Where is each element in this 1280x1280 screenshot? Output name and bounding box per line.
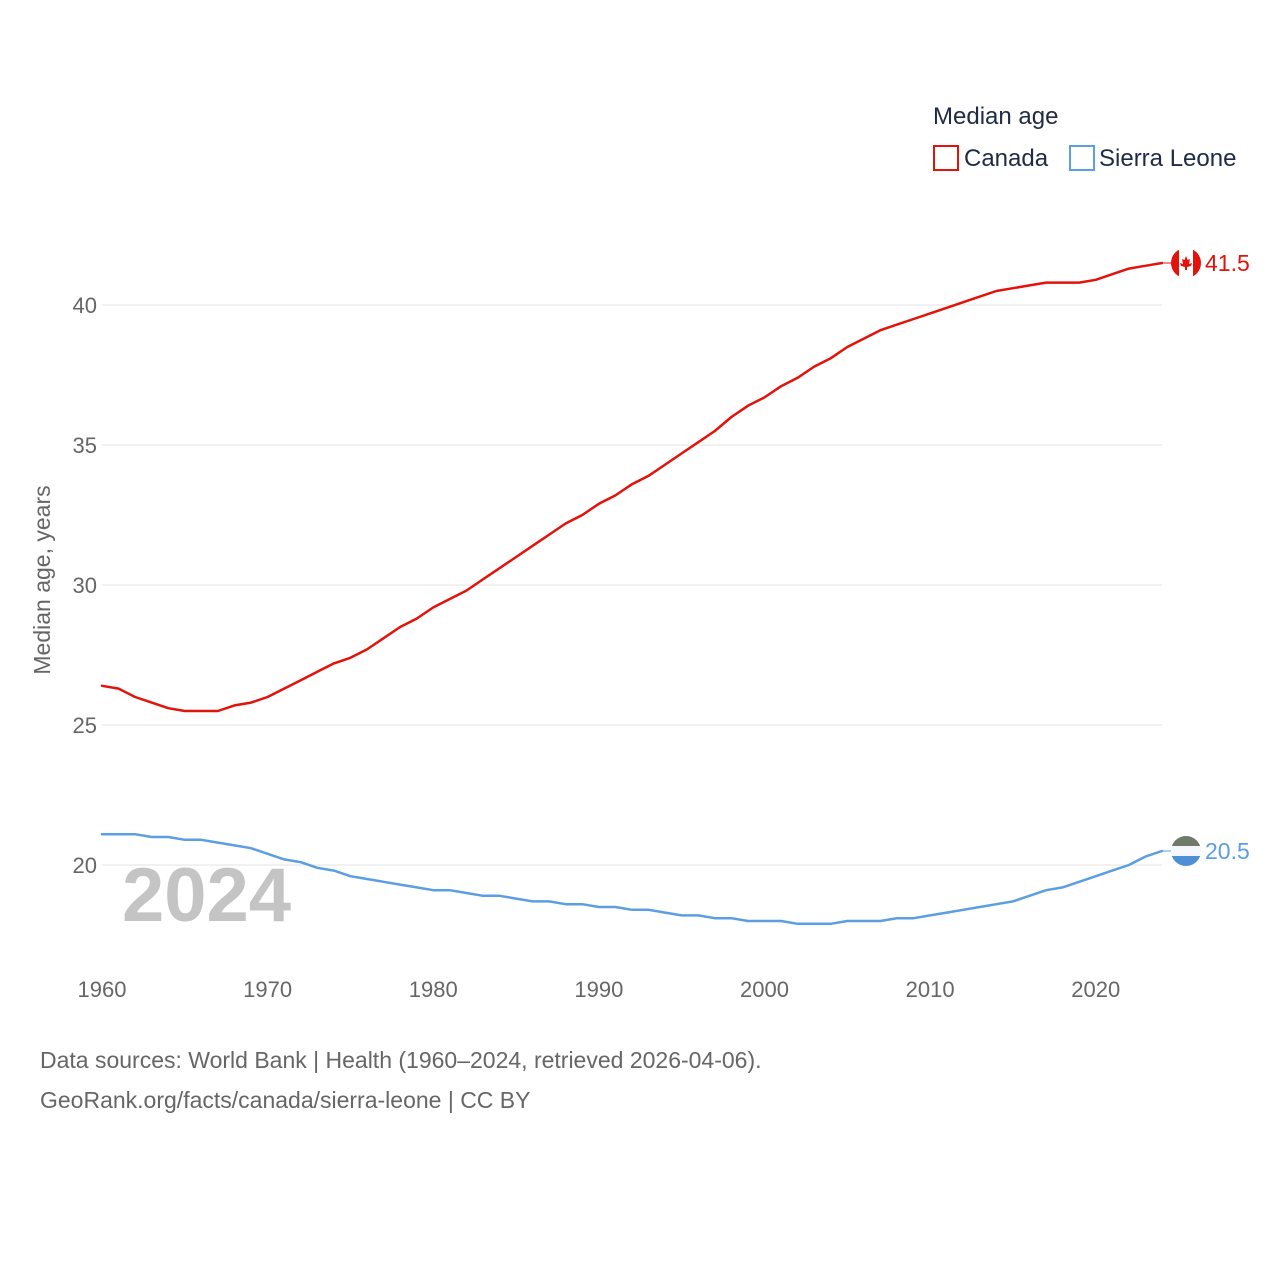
x-tick-label-2020: 2020 [1071, 977, 1120, 1002]
canada-flag-icon [1171, 248, 1201, 278]
legend-label-sierra-leone: Sierra Leone [1099, 145, 1236, 172]
legend-item-sierra-leone[interactable]: Sierra Leone [1069, 145, 1236, 172]
y-axis-title: Median age, years [29, 485, 55, 674]
series-lines [100, 261, 1171, 926]
legend-title: Median age [933, 103, 1058, 130]
legend-item-canada[interactable]: Canada [933, 145, 1049, 172]
series-line-sierra-leone [100, 832, 1164, 926]
x-tick-label-2000: 2000 [740, 977, 789, 1002]
legend: Median age Canada Sierra Leone [933, 103, 1236, 172]
sierra-leone-flag-icon [1171, 836, 1201, 866]
x-tick-label-1970: 1970 [243, 977, 292, 1002]
legend-swatch-canada [933, 145, 959, 171]
y-axis-ticks: 20 25 30 35 40 [73, 293, 97, 878]
x-tick-label-1990: 1990 [574, 977, 623, 1002]
end-label-sierra-leone: 20.5 [1205, 838, 1250, 864]
y-tick-label-20: 20 [73, 853, 97, 878]
x-tick-label-2010: 2010 [906, 977, 955, 1002]
x-axis-ticks: 1960 1970 1980 1990 2000 2010 2020 [78, 977, 1121, 1002]
series-line-canada [100, 261, 1164, 713]
grid-lines [102, 304, 1162, 866]
y-tick-label-35: 35 [73, 433, 97, 458]
source-line-2: GeoRank.org/facts/canada/sierra-leone | … [40, 1087, 531, 1113]
legend-swatch-sierra-leone [1069, 145, 1095, 171]
year-watermark: 2024 [122, 853, 291, 938]
source-line-1: Data sources: World Bank | Health (1960–… [40, 1047, 762, 1073]
source-note: Data sources: World Bank | Health (1960–… [40, 1040, 762, 1120]
y-tick-label-30: 30 [73, 573, 97, 598]
x-tick-label-1980: 1980 [409, 977, 458, 1002]
y-tick-label-40: 40 [73, 293, 97, 318]
y-tick-label-25: 25 [73, 713, 97, 738]
legend-label-canada: Canada [964, 145, 1049, 172]
x-tick-label-1960: 1960 [78, 977, 127, 1002]
end-label-canada: 41.5 [1205, 250, 1250, 276]
